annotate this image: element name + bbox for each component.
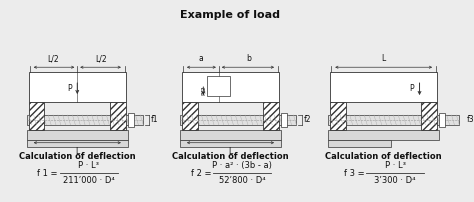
Text: a: a (222, 82, 227, 91)
Bar (180, 140, 281, 147)
Text: Calculation of deflection: Calculation of deflection (325, 152, 442, 161)
Text: f1: f1 (151, 115, 158, 124)
Bar (281, 113, 287, 127)
Text: L/2: L/2 (96, 54, 107, 63)
Bar (328, 140, 392, 147)
Text: L/2: L/2 (47, 54, 59, 63)
Text: P/2: P/2 (201, 85, 206, 95)
Bar (328, 115, 459, 125)
Text: 3’300 · D⁴: 3’300 · D⁴ (374, 176, 416, 185)
Text: P: P (67, 84, 72, 93)
Text: f 3 =: f 3 = (344, 169, 365, 178)
Text: f 1 =: f 1 = (37, 169, 58, 178)
Text: Calculation of deflection: Calculation of deflection (19, 152, 136, 161)
Text: P · a² · (3b - a): P · a² · (3b - a) (212, 161, 272, 170)
Bar (110, 102, 126, 130)
Bar (439, 113, 445, 127)
Bar (27, 115, 143, 125)
Text: Example of load: Example of load (181, 10, 281, 20)
Bar (330, 72, 437, 102)
Bar (27, 140, 128, 147)
Bar (182, 102, 198, 130)
Bar (29, 102, 45, 130)
Bar (207, 76, 230, 96)
Text: b: b (246, 54, 251, 63)
Text: P · L³: P · L³ (385, 161, 406, 170)
Bar (27, 130, 128, 140)
Bar (29, 72, 126, 102)
Bar (328, 130, 439, 140)
Text: 52’800 · D⁴: 52’800 · D⁴ (219, 176, 265, 185)
Bar (180, 115, 296, 125)
Bar (421, 102, 437, 130)
Text: Calculation of deflection: Calculation of deflection (172, 152, 289, 161)
Bar (330, 102, 346, 130)
Bar (128, 113, 134, 127)
Bar (180, 130, 281, 140)
Text: f3: f3 (467, 115, 474, 124)
Text: a: a (198, 54, 203, 63)
Text: 211’000 · D⁴: 211’000 · D⁴ (63, 176, 115, 185)
Text: P/2: P/2 (219, 85, 223, 95)
Text: L: L (382, 54, 386, 63)
Text: L: L (75, 147, 80, 156)
Text: P: P (410, 84, 414, 93)
Bar (182, 72, 279, 102)
Text: P · L³: P · L³ (78, 161, 100, 170)
Text: L: L (228, 147, 233, 156)
Text: f 2 =: f 2 = (191, 169, 211, 178)
Text: f2: f2 (304, 115, 312, 124)
Bar (264, 102, 279, 130)
